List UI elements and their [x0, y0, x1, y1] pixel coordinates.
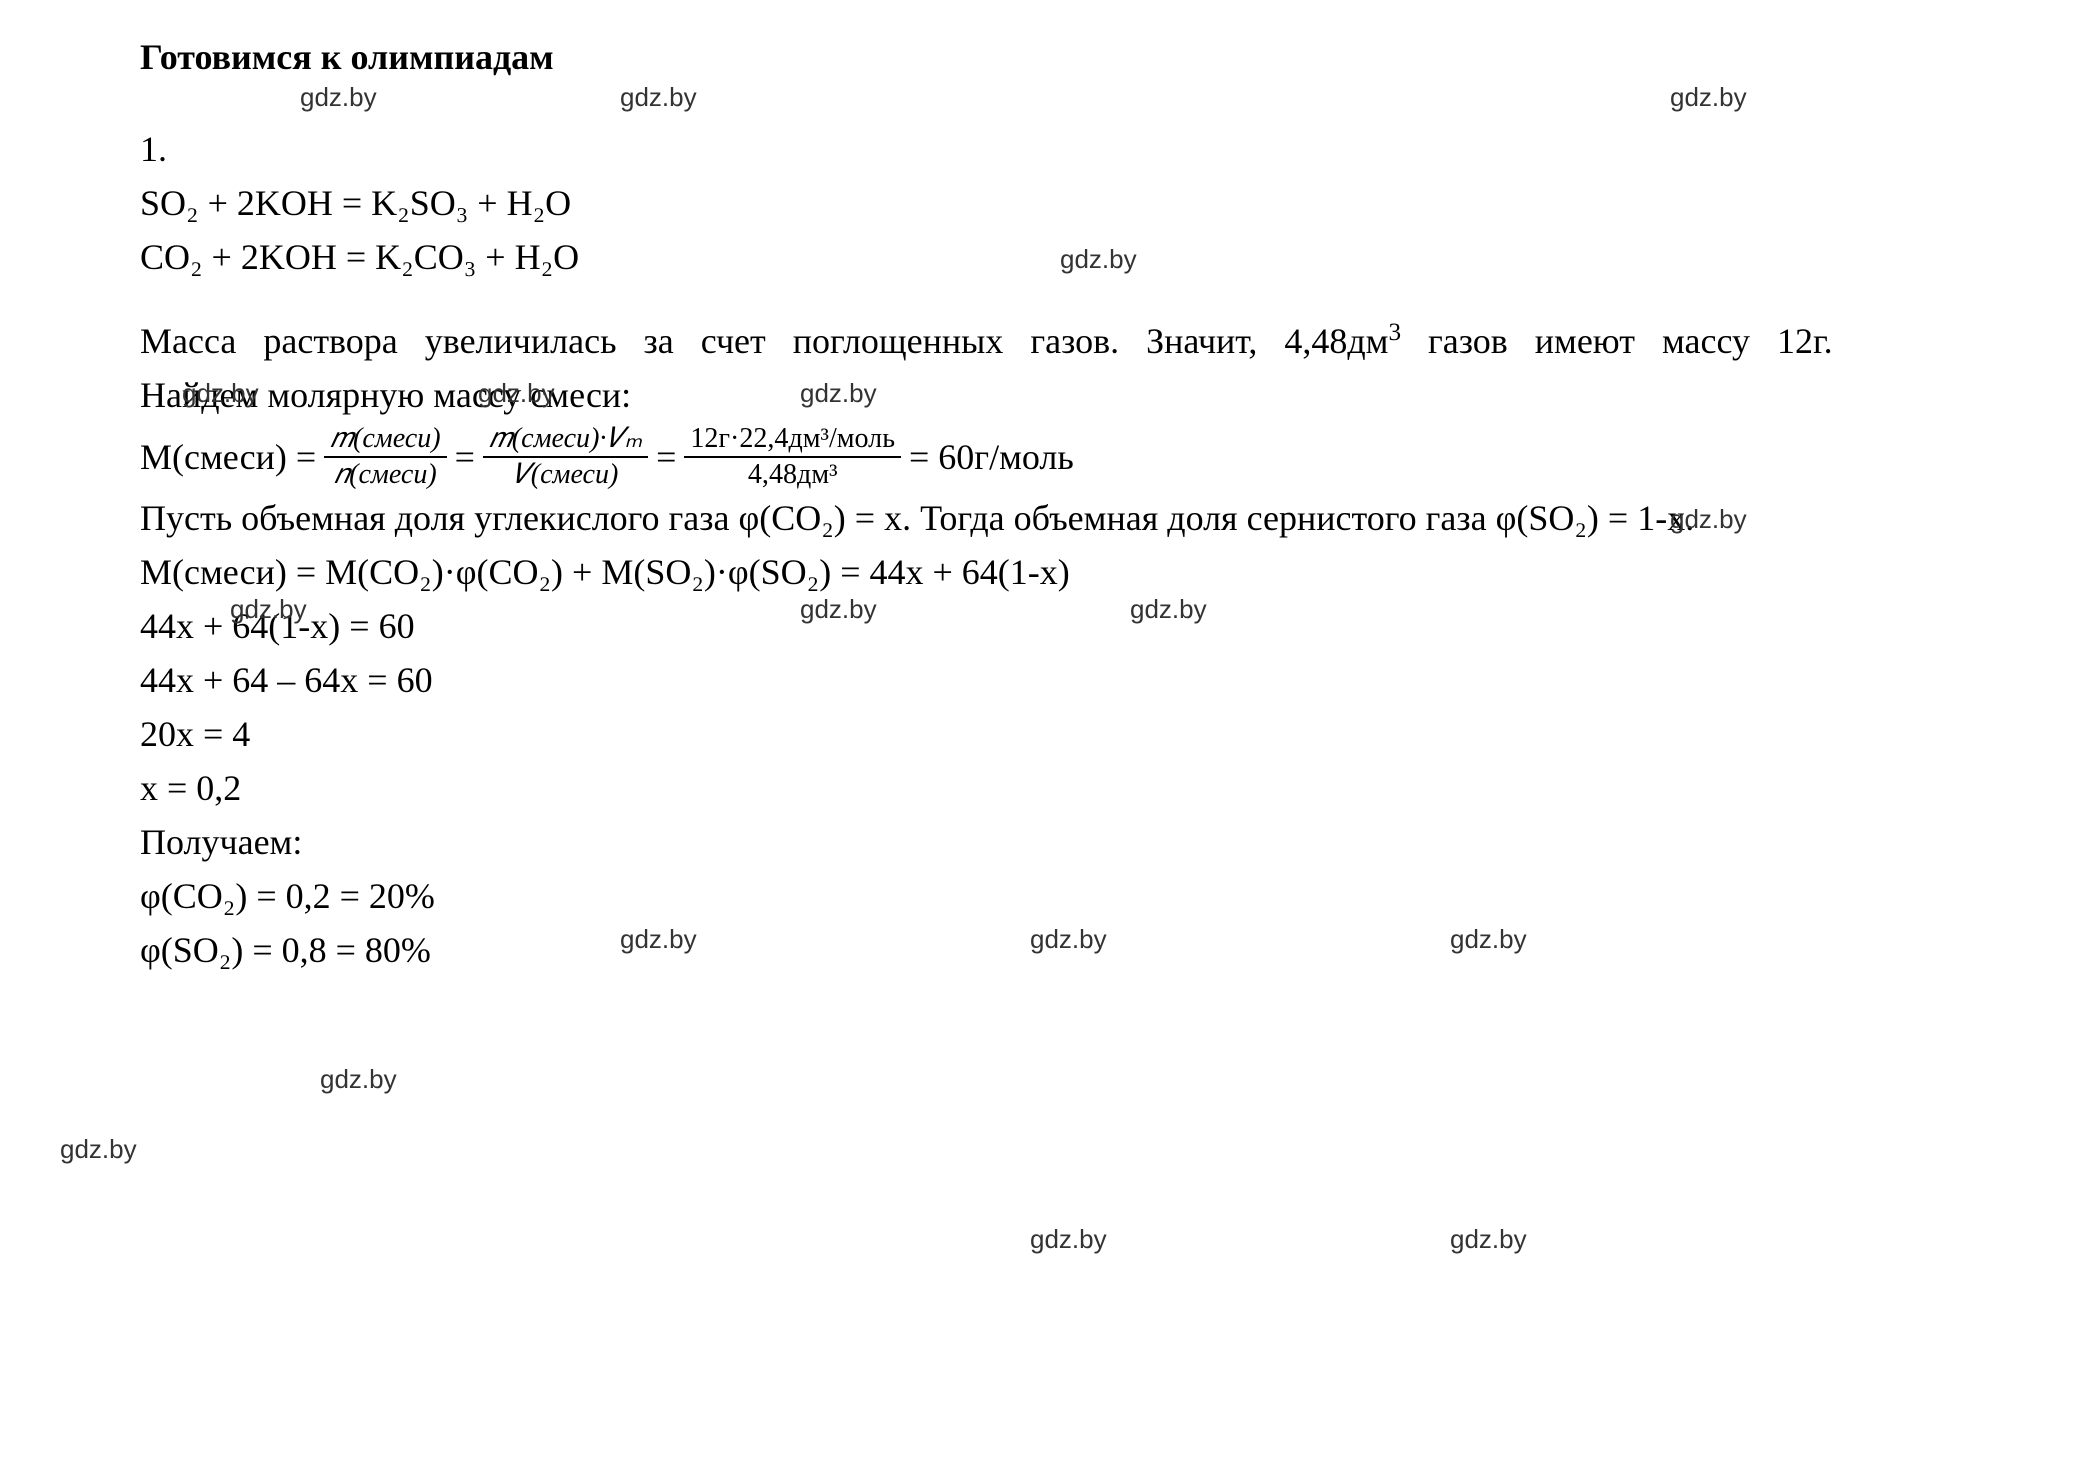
calc-line-3: 44x + 64 – 64x = 60: [140, 653, 2068, 707]
equation-1: SO₂ + 2KOH = K₂SO₃ + H₂O: [140, 176, 2068, 230]
calc-line-4: 20x = 4: [140, 707, 2068, 761]
result-1: φ(CO₂) = 0,2 = 20%: [140, 869, 2068, 923]
result-2: φ(SO₂) = 0,8 = 80%: [140, 923, 2068, 977]
fraction-2: 𝑚(смеси)·𝑉ₘ 𝑉(смеси): [483, 422, 648, 491]
frac1-denominator: 𝑛(смеси): [328, 458, 443, 492]
formula-eq1: =: [455, 430, 475, 484]
calc-line-2: 44x + 64(1-x) = 60: [140, 599, 2068, 653]
molar-mass-formula: M(смеси) = 𝑚(смеси) 𝑛(смеси) = 𝑚(смеси)·…: [140, 422, 2068, 491]
frac3-denominator: 4,48дм³: [742, 458, 844, 492]
paragraph-2: Пусть объемная доля углекислого газа φ(C…: [20, 491, 2048, 545]
calc-line-1: M(смеси) = M(CO₂)·φ(CO₂) + M(SO₂)·φ(SO₂)…: [140, 545, 2068, 599]
result-heading: Получаем:: [140, 815, 2068, 869]
para1-text-a: Масса раствора увеличилась за счет погло…: [140, 321, 1388, 361]
frac3-numerator: 12г·22,4дм³/моль: [684, 422, 901, 458]
frac2-numerator: 𝑚(смеси)·𝑉ₘ: [483, 422, 648, 458]
watermark-text: gdz.by: [320, 1060, 397, 1099]
para1-superscript: 3: [1388, 319, 1401, 346]
fraction-3: 12г·22,4дм³/моль 4,48дм³: [684, 422, 901, 491]
molar-mass-line: Найдем молярную массу смеси:: [140, 368, 2068, 422]
calc-line-5: x = 0,2: [140, 761, 2068, 815]
problem-number: 1.: [140, 122, 2068, 176]
paragraph-1: Масса раствора увеличилась за счет погло…: [20, 314, 2048, 368]
section-heading: Готовимся к олимпиадам: [140, 30, 2068, 84]
frac1-numerator: 𝑚(смеси): [324, 422, 446, 458]
watermark-text: gdz.by: [1030, 1220, 1107, 1259]
fraction-1: 𝑚(смеси) 𝑛(смеси): [324, 422, 446, 491]
watermark-text: gdz.by: [60, 1130, 137, 1169]
formula-rhs: = 60г/моль: [909, 430, 1074, 484]
formula-eq2: =: [656, 430, 676, 484]
watermark-text: gdz.by: [1450, 1220, 1527, 1259]
frac2-denominator: 𝑉(смеси): [507, 458, 625, 492]
formula-lhs: M(смеси) =: [140, 430, 316, 484]
equation-2: CO₂ + 2KOH = K₂CO₃ + H₂O: [140, 230, 2068, 284]
para1-text-b: газов имеют массу 12г.: [1401, 321, 1833, 361]
